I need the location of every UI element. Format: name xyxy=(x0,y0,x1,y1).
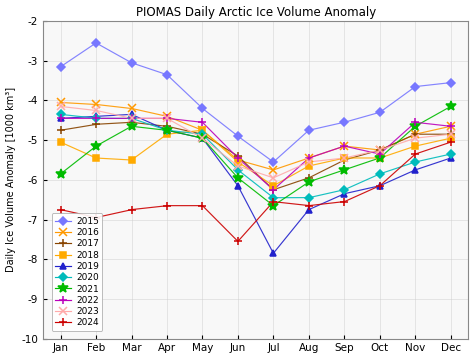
Title: PIOMAS Daily Arctic Ice Volume Anomaly: PIOMAS Daily Arctic Ice Volume Anomaly xyxy=(136,5,376,19)
Y-axis label: Daily Ice Volume Anomaly [1000 km³]: Daily Ice Volume Anomaly [1000 km³] xyxy=(6,87,16,272)
Legend: 2015, 2016, 2017, 2018, 2019, 2020, 2021, 2022, 2023, 2024: 2015, 2016, 2017, 2018, 2019, 2020, 2021… xyxy=(52,213,102,331)
